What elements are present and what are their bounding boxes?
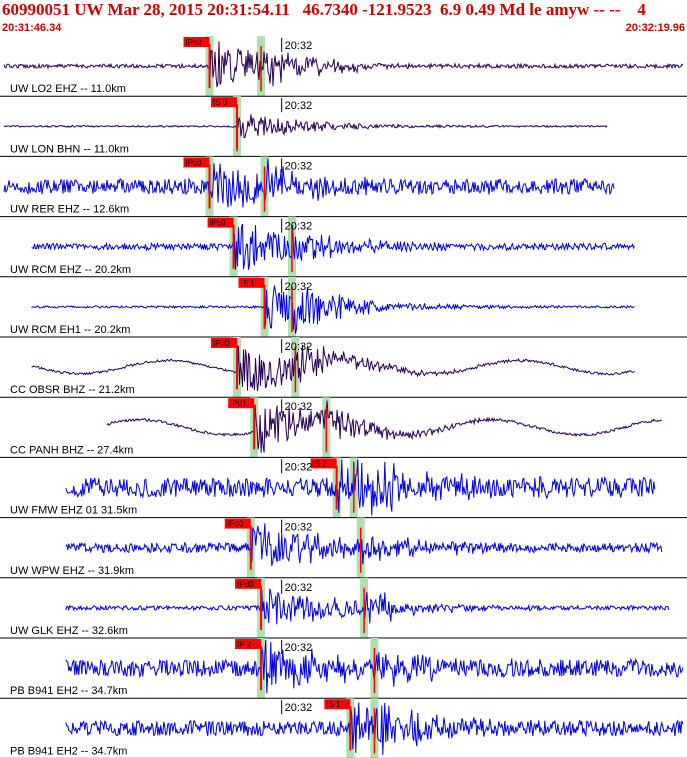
waveform-trace — [65, 588, 670, 625]
trace-label: CC OBSR BHZ -- 21.2km — [10, 384, 135, 396]
waveform-trace — [106, 400, 663, 453]
waveform-trace — [31, 285, 635, 334]
pick-flag — [211, 338, 238, 348]
pick-flag — [228, 398, 255, 409]
pick-label: IPd0 — [237, 580, 254, 589]
minute-tick-label: 20:32 — [285, 642, 313, 654]
trace-label: UW RCM EH1 -- 20.2km — [10, 324, 130, 336]
minute-tick-label: 20:32 — [285, 221, 313, 233]
minute-tick-label: 20:32 — [285, 702, 313, 714]
trace-label: PB B941 EH2 -- 34.7km — [10, 685, 127, 697]
event-title: 60990051 UW Mar 28, 2015 20:31:54.11 46.… — [2, 0, 646, 19]
pick-flag — [224, 518, 251, 529]
pick-label: IS 0 — [213, 98, 228, 107]
minute-tick-label: 20:32 — [285, 341, 313, 353]
pick-flag — [235, 578, 262, 589]
trace-label: UW GLK EHZ -- 32.6km — [10, 625, 128, 637]
pick-label: IS 1 — [240, 279, 255, 288]
pick-flag — [238, 277, 265, 288]
pick-label: IS 2 — [313, 459, 328, 468]
pick-label: IPc0 — [210, 219, 227, 228]
pick-flag — [207, 217, 234, 228]
waveform-trace — [65, 459, 656, 516]
trace-label: UW RCM EHZ -- 20.2km — [10, 264, 131, 276]
trace-label: PB B941 EH2 -- 34.7km — [10, 745, 127, 757]
pick-flag — [211, 97, 238, 108]
minute-tick-label: 20:32 — [285, 461, 313, 473]
minute-tick-label: 20:32 — [285, 100, 313, 112]
pick-label: IPd0 — [227, 520, 244, 529]
waveform-trace — [31, 223, 635, 270]
pick-label: IP 2 — [237, 640, 252, 649]
pick-flag — [324, 699, 351, 710]
chart-header: 60990051 UW Mar 28, 2015 20:31:54.11 46.… — [0, 0, 687, 36]
trace-label: CC PANH BHZ -- 27.4km — [10, 444, 133, 456]
minute-tick-label: 20:32 — [285, 401, 313, 413]
trace-label: UW FMW EHZ 01 31.5km — [10, 505, 137, 517]
pick-label: IS 1 — [326, 700, 341, 709]
seismogram-panels: IPc0 20:32 UW LO2 EHZ -- 11.0km IS 0 20:32 UW… — [0, 36, 687, 758]
trace-label: UW LO2 EHZ -- 11.0km — [10, 83, 126, 95]
trace-label: UW WPW EHZ -- 31.9km — [10, 565, 134, 577]
minute-tick-label: 20:32 — [285, 582, 313, 594]
pick-flag — [183, 157, 210, 168]
minute-tick-label: 20:32 — [285, 160, 313, 172]
pick-label: IPd1 — [230, 399, 247, 408]
waveform-trace — [65, 523, 663, 566]
trace-label: UW RER EHZ -- 12.6km — [10, 204, 129, 216]
pick-label: IPc0 — [186, 158, 203, 167]
minute-tick-label: 20:32 — [285, 40, 313, 52]
trace-label: UW LON BHN -- 11.0km — [10, 143, 129, 155]
pick-label: IPc0 — [186, 38, 203, 47]
waveform-trace — [3, 41, 684, 88]
minute-tick-label: 20:32 — [285, 522, 313, 534]
start-time: 20:31:46.34 — [2, 22, 62, 34]
pick-flag — [235, 639, 262, 649]
minute-tick-label: 20:32 — [285, 281, 313, 293]
pick-label: IPd0 — [213, 339, 230, 348]
pick-flag — [183, 37, 210, 47]
end-time: 20:32:19.96 — [625, 22, 685, 34]
waveform-trace — [31, 344, 635, 391]
pick-flag — [310, 458, 337, 469]
waveform-trace — [3, 158, 615, 208]
waveform-trace — [3, 114, 608, 139]
